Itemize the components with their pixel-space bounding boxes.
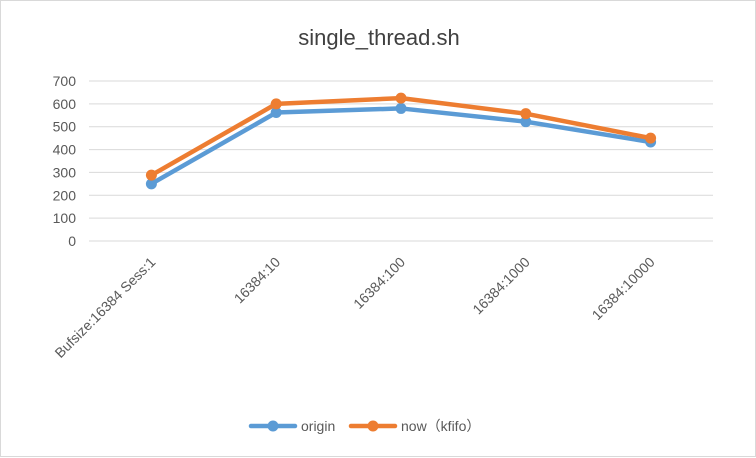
legend-swatch-marker — [367, 420, 379, 432]
y-tick-label: 0 — [68, 233, 76, 249]
y-tick-label: 100 — [53, 210, 77, 226]
data-point — [270, 98, 282, 110]
y-tick-label: 200 — [53, 187, 77, 203]
y-tick-label: 400 — [53, 142, 77, 158]
x-tick-label: 16384:100 — [350, 254, 408, 312]
legend-label: origin — [301, 418, 335, 434]
legend: origin now（kfifo） — [248, 418, 480, 434]
data-point — [270, 107, 282, 119]
data-point — [520, 116, 532, 128]
legend-label: now（kfifo） — [401, 418, 480, 434]
legend-swatch-marker — [267, 420, 279, 432]
chart-title: single_thread.sh — [298, 25, 459, 50]
y-axis-tick-labels: 0 100 200 300 400 500 600 700 — [53, 73, 77, 249]
y-tick-label: 600 — [53, 96, 77, 112]
data-point — [395, 92, 407, 104]
x-tick-label: 16384:10 — [231, 254, 284, 307]
y-tick-label: 500 — [53, 119, 77, 135]
data-point — [145, 178, 157, 190]
data-point — [520, 108, 532, 120]
y-tick-label: 700 — [53, 73, 77, 89]
data-point — [645, 132, 657, 144]
x-tick-label: 16384:1000 — [469, 254, 533, 318]
data-point — [145, 169, 157, 181]
x-axis-tick-labels: Bufsize:16384 Sess:1 16384:10 16384:100 163… — [51, 254, 657, 361]
x-tick-label: Bufsize:16384 Sess:1 — [51, 254, 158, 361]
series-points — [145, 92, 657, 190]
data-point — [395, 102, 407, 114]
y-tick-label: 300 — [53, 164, 77, 180]
x-tick-label: 16384:10000 — [589, 254, 658, 323]
